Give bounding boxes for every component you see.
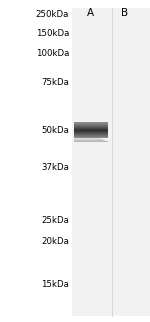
Bar [74, 128, 108, 129]
Bar [74, 133, 108, 134]
Bar [72, 8, 150, 316]
Bar [74, 131, 108, 132]
Bar [74, 141, 108, 142]
Bar [74, 140, 105, 141]
Text: 25kDa: 25kDa [41, 216, 69, 225]
Bar [74, 123, 108, 124]
Bar [74, 130, 108, 131]
Text: 50kDa: 50kDa [41, 126, 69, 135]
Text: 100kDa: 100kDa [36, 49, 69, 58]
Bar [74, 134, 108, 135]
Bar [74, 138, 100, 139]
Text: 15kDa: 15kDa [41, 280, 69, 289]
Bar [74, 122, 108, 123]
Text: 150kDa: 150kDa [36, 29, 69, 38]
Bar [74, 138, 100, 139]
Text: 37kDa: 37kDa [41, 163, 69, 172]
Text: 20kDa: 20kDa [41, 237, 69, 246]
Text: A: A [86, 8, 94, 18]
Text: 250kDa: 250kDa [36, 10, 69, 19]
Bar [74, 127, 108, 128]
Bar [74, 139, 102, 140]
Bar [74, 129, 108, 130]
Text: 75kDa: 75kDa [41, 78, 69, 87]
Bar [74, 140, 105, 141]
Bar [74, 135, 108, 136]
Bar [74, 124, 108, 125]
Bar [74, 135, 108, 136]
Bar [74, 136, 108, 137]
Bar [74, 128, 108, 129]
Bar [74, 139, 103, 140]
Bar [74, 137, 108, 138]
Bar [74, 141, 107, 142]
Bar [74, 126, 108, 127]
Bar [74, 125, 108, 126]
Bar [74, 129, 108, 130]
Bar [74, 124, 108, 125]
Bar [74, 133, 108, 134]
Bar [74, 132, 108, 133]
Bar [74, 126, 108, 127]
Bar [74, 131, 108, 132]
Bar [74, 132, 108, 133]
Bar [74, 136, 108, 137]
Text: B: B [121, 8, 128, 18]
Bar [74, 134, 108, 135]
Bar [74, 130, 108, 131]
Bar [74, 137, 108, 138]
